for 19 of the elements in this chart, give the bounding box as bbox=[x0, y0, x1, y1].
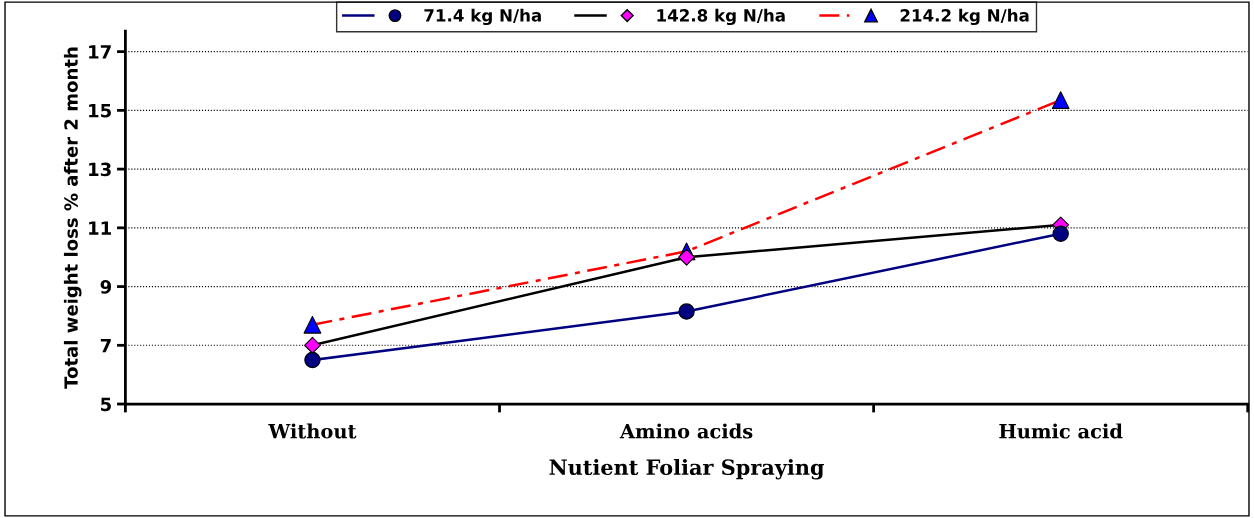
x-axis-title: Nutient Foliar Spraying bbox=[549, 458, 825, 480]
point bbox=[303, 315, 322, 334]
y-tick-label: 7 bbox=[100, 339, 111, 353]
legend-label: 214.2 kg N/ha bbox=[900, 8, 1029, 26]
y-tick-label: 17 bbox=[89, 45, 111, 59]
y-axis-title: Total weight loss % after 2 month bbox=[63, 47, 82, 389]
x-tick-label: Humic acid bbox=[999, 423, 1123, 439]
y-tick-label: 9 bbox=[100, 280, 112, 294]
y-tick-label: 13 bbox=[89, 162, 111, 177]
y-tick-label: 11 bbox=[89, 221, 111, 235]
y-tick-label: 15 bbox=[89, 104, 111, 118]
x-tick-label: Amino acids bbox=[619, 423, 753, 439]
legend-label: 142.8 kg N/ha bbox=[657, 8, 785, 26]
point bbox=[678, 248, 695, 266]
legend-label: 71.4 kg N/ha bbox=[424, 8, 541, 26]
point bbox=[304, 336, 321, 354]
point bbox=[1051, 91, 1070, 109]
y-tick-label: 5 bbox=[101, 397, 111, 412]
x-tick-label: Without bbox=[268, 423, 357, 439]
